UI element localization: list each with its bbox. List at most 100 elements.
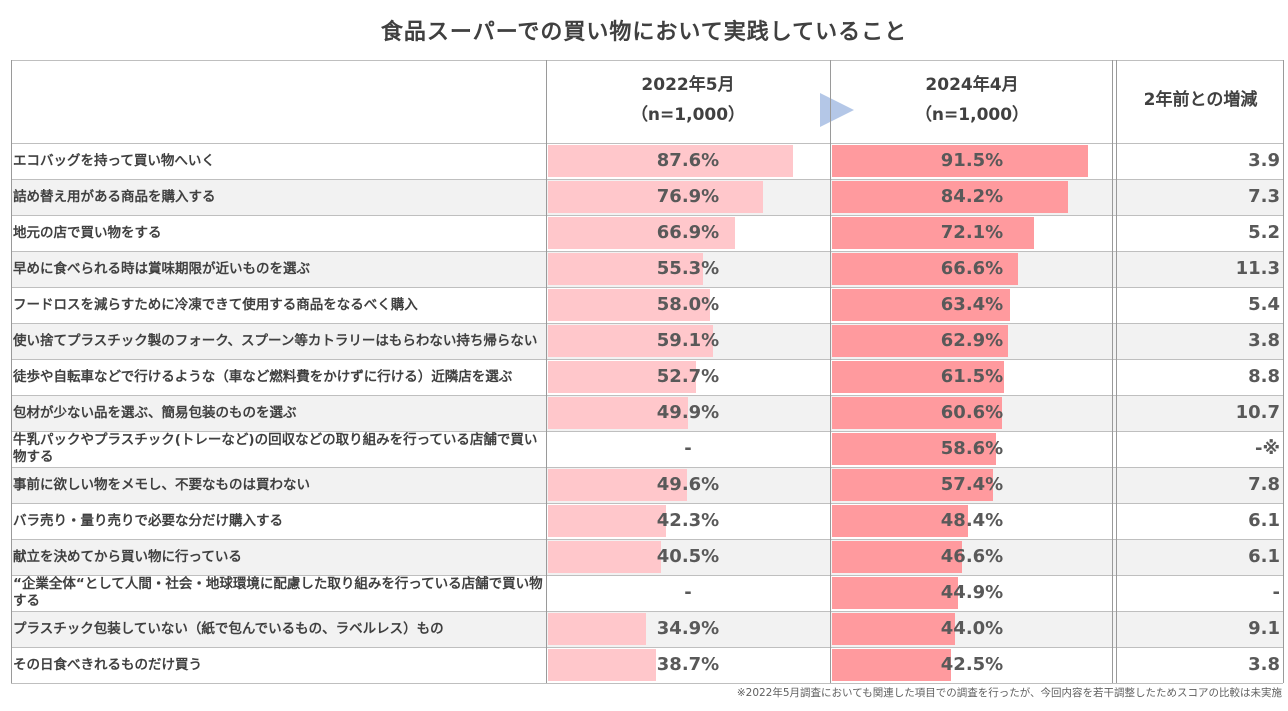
data-label-2024: 44.0% [940,618,1004,639]
diff-value: 6.1 [1248,546,1280,567]
data-label-2022: 58.0% [656,294,720,315]
data-label-2024: 48.4% [940,510,1004,531]
grid-line-horizontal [11,683,1283,684]
grid-line-vertical [830,60,831,683]
data-label-2022: 34.9% [656,618,720,639]
diff-value: 6.1 [1248,510,1280,531]
header-2024-n: （n=1,000） [914,105,1030,125]
grid-line-horizontal [11,647,1283,648]
data-label-2024: 61.5% [940,366,1004,387]
data-label-2024: 91.5% [940,150,1004,171]
row-label: 地元の店で買い物をする [13,224,162,241]
bar-2024 [832,505,968,537]
data-label-2024: 60.6% [940,402,1004,423]
grid-line-horizontal [11,251,1283,252]
row-label: 牛乳パックやプラスチック(トレーなど)の回収などの取り組みを行っている店舗で買い… [13,432,538,465]
grid-line-vertical [11,60,12,683]
footnote: ※2022年5月調査においても関連した項目での調査を行ったが、今回内容を若干調整… [736,687,1282,699]
diff-value: 10.7 [1235,402,1280,423]
data-label-2022: 38.7% [656,654,720,675]
data-label-2024: 84.2% [940,186,1004,207]
bar-2024 [832,289,1010,321]
data-label-2022: 40.5% [656,546,720,567]
data-label-2022: 52.7% [656,366,720,387]
bar-2022 [548,397,688,429]
diff-value: 3.9 [1248,150,1280,171]
grid-line-horizontal [11,60,1283,61]
data-label-2024: 62.9% [940,330,1004,351]
data-label-2022: 49.6% [656,474,720,495]
bar-2024 [832,325,1009,357]
bar-2024 [832,433,997,465]
grid-line-vertical [1116,60,1117,683]
row-label: 徒歩や自転車などで行けるような（車など燃料費をかけずに行ける）近隣店を選ぶ [13,368,513,385]
row-label: 使い捨てプラスチック製のフォーク、スプーン等カトラリーはもらわない持ち帰らない [13,332,538,349]
bar-2022 [548,325,714,357]
data-label-2022: 76.9% [656,186,720,207]
bar-2022 [548,469,687,501]
data-label-2022: - [684,438,692,459]
arrow-right-icon [820,93,854,127]
header-2024-date: 2024年4月 [925,75,1019,95]
bar-2022 [548,649,657,681]
data-label-2024: 46.6% [940,546,1004,567]
bar-2022 [548,217,736,249]
grid-line-vertical [546,60,547,683]
grid-line-vertical [1283,60,1284,683]
diff-value: 3.8 [1248,330,1280,351]
row-label: 献立を決めてから買い物に行っている [13,548,242,565]
bar-2022 [548,289,711,321]
row-label: フードロスを減らすために冷凍できて使用する商品をなるべく購入 [13,296,418,313]
header-2022-n: （n=1,000） [630,105,746,125]
bar-2022 [548,541,662,573]
bar-2024 [832,649,951,681]
data-label-2022: 66.9% [656,222,720,243]
grid-line-horizontal [11,395,1283,396]
grid-line-horizontal [11,503,1283,504]
bar-2022 [548,361,696,393]
grid-line-horizontal [11,431,1283,432]
bar-2022 [548,145,794,177]
data-label-2022: 55.3% [656,258,720,279]
diff-value: 5.4 [1248,294,1280,315]
data-label-2022: 42.3% [656,510,720,531]
data-label-2024: 72.1% [940,222,1004,243]
bar-2024 [832,145,1089,177]
bar-2022 [548,505,667,537]
diff-value: - [1272,582,1280,603]
data-label-2022: 87.6% [656,150,720,171]
header-2022-date: 2022年5月 [641,75,735,95]
data-label-2024: 63.4% [940,294,1004,315]
row-label: その日食べきれるものだけ買う [13,656,202,673]
diff-value: 5.2 [1248,222,1280,243]
grid-line-horizontal [11,467,1283,468]
grid-line-horizontal [11,143,1283,144]
bar-2024 [832,361,1005,393]
chart-title: 食品スーパーでの買い物において実践していること [380,20,908,45]
grid-line-horizontal [11,179,1283,180]
grid-line-horizontal [11,287,1283,288]
header-2024: 2024年4月 （n=1,000） [831,72,1113,132]
header-2022: 2022年5月 （n=1,000） [547,72,829,132]
data-label-2022: 49.9% [656,402,720,423]
data-label-2024: 42.5% [940,654,1004,675]
diff-value: 8.8 [1248,366,1280,387]
row-label: 早めに食べられる時は賞味期限が近いものを選ぶ [13,260,310,277]
row-label: バラ売り・量り売りで必要な分だけ購入する [13,512,283,529]
bar-2024 [832,577,958,609]
bar-2022 [548,613,646,645]
bar-2024 [832,541,963,573]
data-label-2022: 59.1% [656,330,720,351]
diff-value: 11.3 [1235,258,1280,279]
grid-line-horizontal [11,323,1283,324]
grid-line-vertical [1112,60,1113,683]
row-label: 事前に欲しい物をメモし、不要なものは買わない [13,476,310,493]
data-label-2024: 57.4% [940,474,1004,495]
row-label: 詰め替え用がある商品を購入する [13,188,216,205]
diff-value: 7.8 [1248,474,1280,495]
bar-2024 [832,217,1034,249]
diff-value: 9.1 [1248,618,1280,639]
bar-2024 [832,613,956,645]
grid-line-horizontal [11,539,1283,540]
